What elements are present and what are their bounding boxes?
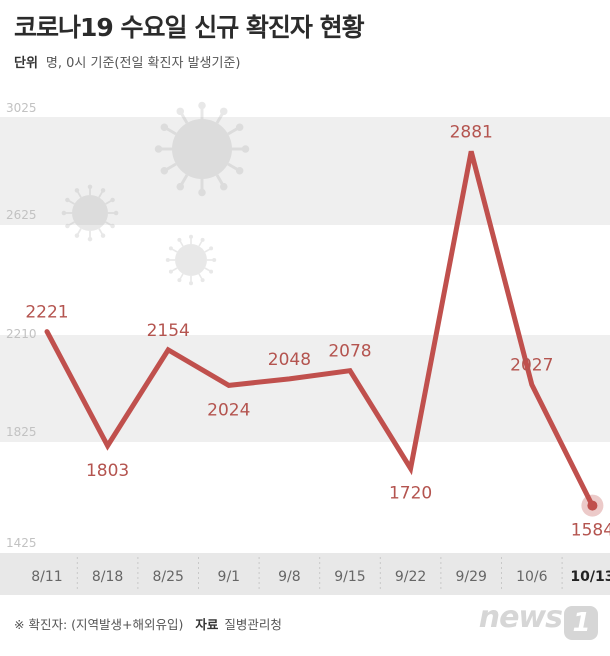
data-label: 2154 xyxy=(147,321,190,341)
data-label: 1584 xyxy=(571,521,610,541)
virus-illustration xyxy=(61,101,250,286)
x-tick-label: 8/25 xyxy=(152,569,183,585)
y-axis-ticks: 3025 2625 2210 1825 1425 xyxy=(6,101,37,550)
unit-note: 단위 명, 0시 기준(전일 확진자 발생기준) xyxy=(14,52,240,71)
data-label: 2078 xyxy=(328,342,371,362)
series-line xyxy=(44,150,604,517)
series-line-path xyxy=(44,150,595,509)
y-tick-label: 2625 xyxy=(6,208,37,222)
x-tick-label: 9/22 xyxy=(395,569,426,585)
data-label: 2027 xyxy=(510,356,553,376)
logo-text: news xyxy=(478,600,563,635)
source-text: 질병관리청 xyxy=(224,617,282,632)
unit-label: 단위 xyxy=(14,56,38,71)
data-label: 1803 xyxy=(86,461,129,481)
x-tick-label: 9/1 xyxy=(218,569,241,585)
unit-text: 명, 0시 기준(전일 확진자 발생기준) xyxy=(45,56,241,71)
data-label: 2024 xyxy=(207,400,250,420)
footer-note: ※ 확진자: (지역발생+해외유입) 자료 질병관리청 xyxy=(14,614,282,633)
x-axis-band xyxy=(0,553,610,595)
data-labels: 2221 1803 2154 2024 2048 2078 1720 2881 2027 1584 xyxy=(25,122,610,540)
source-label: 자료 xyxy=(195,617,219,632)
footer-definition: ※ 확진자: (지역발생+해외유입) xyxy=(14,617,184,632)
data-label: 2881 xyxy=(450,122,493,142)
virus-icon xyxy=(165,234,217,286)
y-tick-label: 1425 xyxy=(6,536,37,550)
x-tick-label: 9/8 xyxy=(278,569,301,585)
chart-title: 코로나19 수요일 신규 확진자 현황 xyxy=(14,13,365,42)
x-tick-label: 9/15 xyxy=(334,569,365,585)
band xyxy=(0,335,610,442)
news1-logo: news 1 xyxy=(479,600,598,640)
data-label: 2221 xyxy=(25,303,68,323)
y-tick-label: 3025 xyxy=(6,101,37,115)
data-label: 1720 xyxy=(389,483,432,503)
virus-icon xyxy=(154,101,250,197)
band xyxy=(0,117,610,225)
virus-icon xyxy=(61,184,119,242)
line-chart: 3025 2625 2210 1825 1425 8/11 8/18 8/25 9/1 9/8 9… xyxy=(0,101,610,595)
y-tick-label: 1825 xyxy=(6,425,37,439)
x-tick-label: 10/13 xyxy=(570,569,610,585)
highlight-point xyxy=(587,500,598,511)
logo-badge: 1 xyxy=(564,606,598,640)
y-tick-label: 2210 xyxy=(6,327,37,341)
x-tick-label: 9/29 xyxy=(455,569,486,585)
background-bands xyxy=(0,117,610,595)
x-axis: 8/11 8/18 8/25 9/1 9/8 9/15 9/22 9/29 10/6 10/13 xyxy=(31,557,610,591)
x-tick-label: 10/6 xyxy=(516,569,548,585)
x-tick-label: 8/11 xyxy=(31,569,62,585)
x-tick-label: 8/18 xyxy=(92,569,123,585)
data-label: 2048 xyxy=(268,350,311,370)
